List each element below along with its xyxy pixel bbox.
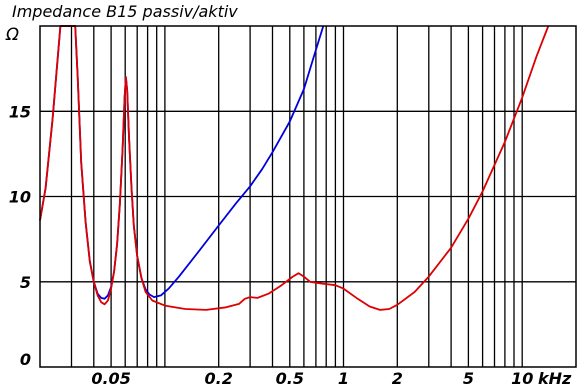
series-line-1 bbox=[39, 25, 325, 300]
y-tick-labels: 0 5 10 15 bbox=[9, 102, 31, 369]
y-tick-label: 10 bbox=[9, 188, 31, 207]
x-tick-label: 10 bbox=[511, 369, 533, 388]
series-layer bbox=[39, 25, 550, 311]
x-tick-label: 5 bbox=[463, 369, 474, 388]
x-tick-labels: 0.05 0.2 0.5 1 2 5 10 kHz bbox=[91, 369, 572, 388]
x-tick-label: 2 bbox=[392, 369, 403, 388]
chart-title: Impedance B15 passiv/aktiv bbox=[12, 2, 238, 21]
x-tick-label: 1 bbox=[338, 369, 349, 388]
x-unit-label: kHz bbox=[538, 369, 572, 388]
x-tick-label: 0.05 bbox=[91, 369, 130, 388]
y-unit-label: Ω bbox=[5, 25, 19, 45]
y-tick-label: 0 bbox=[20, 350, 31, 369]
horizontal-gridlines bbox=[40, 110, 576, 283]
y-tick-label: 15 bbox=[9, 102, 31, 121]
x-tick-label: 0.2 bbox=[205, 369, 233, 388]
y-tick-label: 5 bbox=[20, 273, 31, 292]
plot-frame bbox=[39, 25, 577, 368]
series-line-2 bbox=[39, 25, 550, 311]
x-tick-label: 0.5 bbox=[276, 369, 304, 388]
